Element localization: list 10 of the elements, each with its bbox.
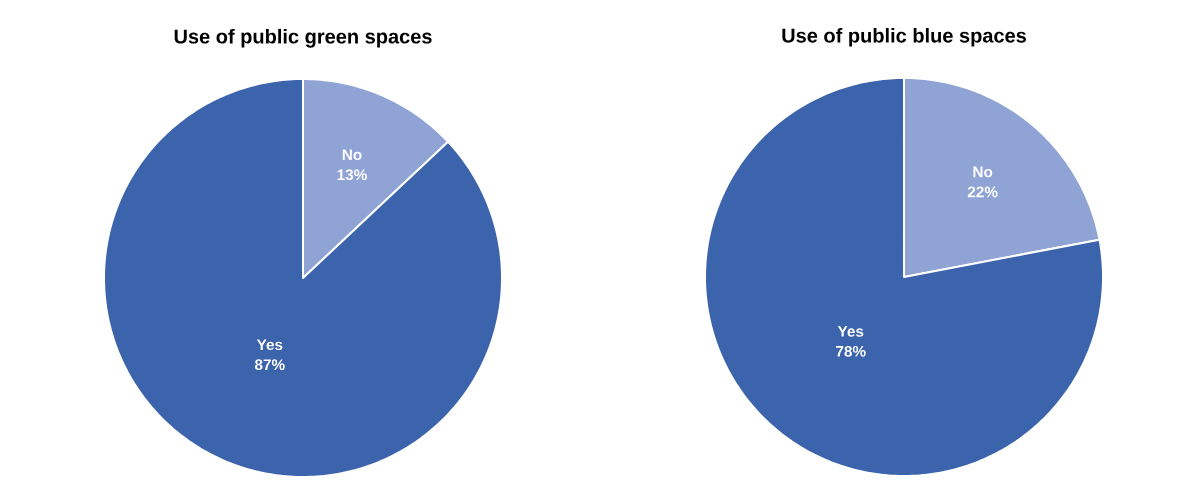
data-label: 87% — [254, 359, 285, 371]
data-label: 13% — [337, 169, 367, 181]
data-label: 22% — [967, 186, 998, 198]
chart-title: Use of public green spaces — [174, 28, 432, 48]
slice-label: No — [973, 166, 993, 178]
data-label: 78% — [836, 345, 866, 357]
slice-label: No — [342, 149, 362, 161]
slice-label: Yes — [837, 326, 864, 337]
slice-label: Yes — [256, 339, 283, 351]
chart-title: Use of public blue spaces — [782, 27, 1026, 47]
